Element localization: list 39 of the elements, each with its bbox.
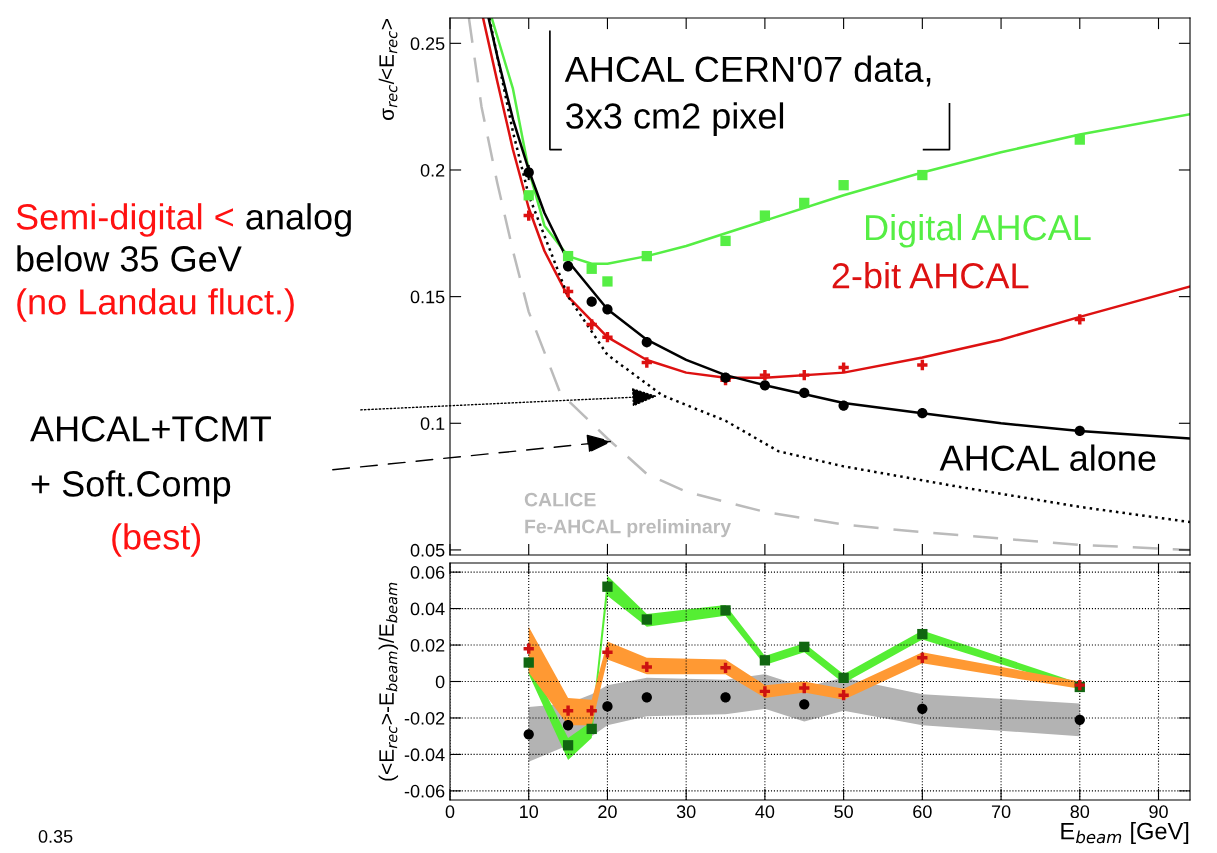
text: analog [246,203,351,237]
legend-label: AHCAL alone [939,444,1156,471]
y-tick-label: 0.04 [410,602,445,616]
text: below 35 GeV [17,245,242,272]
y-axis-title: (<E$_{rec}$>-E$_{beam}$)/E$_{beam}$ [378,582,399,781]
x-tick-label: 90 [1149,805,1168,819]
y-tick-label: -0.04 [404,748,445,762]
x-tick-label: 60 [913,805,932,819]
text: AHCAL+TCMT [30,416,271,442]
annotation: Fe-AHCAL preliminary [525,519,731,538]
series-label: Digital AHCAL [866,213,1091,248]
text: (no Landau fluct.) [17,288,294,322]
text: + Soft.Comp [31,470,231,504]
annotation: AHCAL CERN'07 data, 3x3 cm2 pixel [564,55,931,136]
y-tick-label: 0 [435,675,445,689]
y-tick-label: 0.25 [410,37,445,51]
text: (best) [112,523,201,557]
x-tick-label: 0 [445,805,455,819]
x-axis-title: E$_{beam}$ [GeV] [1061,822,1189,845]
y-tick-label: 0.02 [410,638,445,652]
annotation: CALICE [524,492,596,507]
x-tick-label: 50 [834,805,853,819]
series-label: 2-bit AHCAL [832,262,1029,289]
x-tick-label: 40 [755,805,775,819]
y-tick-label: -0.06 [404,784,445,798]
text: 0.35 [38,830,73,843]
y-tick-label: 0.15 [410,290,445,304]
y-tick-label: 0.05 [410,543,445,557]
x-tick-label: 20 [598,805,617,819]
y-axis-title: σ$_{rec}$/<E$_{rec}$> [378,19,398,121]
text: Semi-digital < [16,203,234,237]
y-tick-label: 0.06 [410,566,445,579]
x-tick-label: 80 [1070,805,1090,819]
y-tick-label: -0.02 [404,711,445,725]
x-tick-label: 10 [520,805,539,819]
x-tick-label: 30 [676,805,696,819]
y-tick-label: 0.2 [420,163,445,177]
y-tick-label: 0.1 [420,417,445,430]
x-tick-label: 70 [991,805,1011,819]
